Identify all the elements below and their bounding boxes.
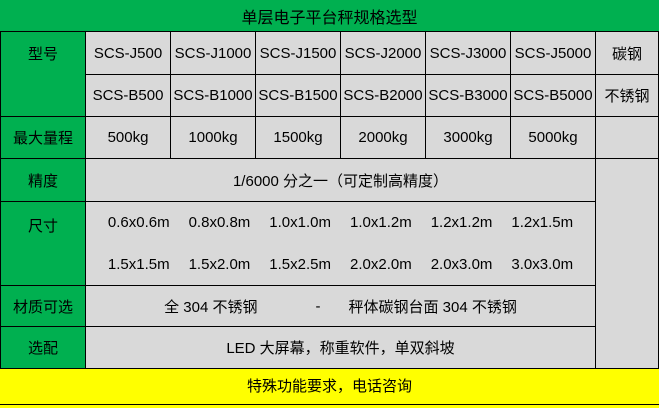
size-value: 1.5x1.5m bbox=[107, 255, 170, 273]
model-j-cell: SCS-J1500 bbox=[256, 32, 341, 75]
capacity-cell: 2000kg bbox=[341, 117, 426, 159]
row-label-capacity: 最大量程 bbox=[1, 117, 86, 159]
row-label-size-text: 尺寸 bbox=[27, 218, 58, 235]
model-b-cell: SCS-B500 bbox=[86, 75, 171, 117]
model-b-cell: SCS-B5000 bbox=[511, 75, 596, 117]
empty-merged-cell bbox=[596, 159, 659, 369]
model-j-material-cell: 碳钢 bbox=[596, 32, 659, 75]
size-value: 1.2x1.5m bbox=[511, 214, 574, 232]
size-value: 0.8x0.8m bbox=[188, 214, 251, 232]
capacity-cell: 500kg bbox=[86, 117, 171, 159]
size-value: 2.0x3.0m bbox=[430, 255, 493, 273]
model-b-cell: SCS-B1500 bbox=[256, 75, 341, 117]
row-label-optional: 选配 bbox=[1, 327, 86, 369]
capacity-cell: 1500kg bbox=[256, 117, 341, 159]
row-label-precision-text: 精度 bbox=[27, 172, 58, 190]
model-j-cell: SCS-J1000 bbox=[171, 32, 256, 75]
size-line-2: 1.5x1.5m 1.5x2.0m 1.5x2.5m 2.0x2.0m 2.0x… bbox=[108, 244, 573, 286]
row-label-model-text: 型号 bbox=[27, 46, 58, 63]
material-separator: - bbox=[315, 297, 321, 315]
row-label-optional-text: 选配 bbox=[27, 340, 58, 357]
size-value: 1.5x2.5m bbox=[269, 255, 331, 273]
title-bar: 单层电子平台秤规格选型 bbox=[0, 0, 659, 31]
size-line-1: 0.6x0.6m 0.8x0.8m 1.0x1.0m 1.0x1.2m 1.2x… bbox=[108, 202, 573, 244]
capacity-cell: 5000kg bbox=[511, 117, 596, 159]
row-label-material-text: 材质可选 bbox=[12, 298, 73, 316]
size-value: 0.6x0.6m bbox=[107, 214, 170, 232]
optional-cell: LED 大屏幕，称重软件，单双斜坡 bbox=[86, 327, 596, 369]
model-j-cell: SCS-J2000 bbox=[341, 32, 426, 75]
model-j-cell: SCS-J5000 bbox=[511, 32, 596, 75]
row-label-size: 尺寸 bbox=[1, 202, 86, 286]
spec-table: 型号 SCS-J500 SCS-J1000 SCS-J1500 SCS-J200… bbox=[0, 31, 659, 369]
row-label-capacity-text: 最大量程 bbox=[12, 130, 73, 147]
material-cell: 全 304 不锈钢 - 秤体碳钢台面 304 不锈钢 bbox=[86, 286, 596, 327]
size-value: 1.0x1.0m bbox=[269, 214, 331, 232]
empty-cell bbox=[596, 117, 659, 159]
precision-cell: 1/6000 分之一（可定制高精度） bbox=[86, 159, 596, 202]
model-b-material-cell: 不锈钢 bbox=[596, 75, 659, 117]
footer-bar: 特殊功能要求，电话咨询 bbox=[0, 369, 659, 408]
model-b-cell: SCS-B1000 bbox=[171, 75, 256, 117]
model-j-cell: SCS-J500 bbox=[86, 32, 171, 75]
model-j-cell: SCS-J3000 bbox=[426, 32, 511, 75]
model-b-cell: SCS-B3000 bbox=[426, 75, 511, 117]
row-label-model: 型号 bbox=[1, 32, 86, 117]
capacity-cell: 1000kg bbox=[171, 117, 256, 159]
page-title: 单层电子平台秤规格选型 bbox=[241, 9, 418, 27]
material-option-2: 秤体碳钢台面 304 不锈钢 bbox=[348, 298, 517, 316]
size-value: 1.2x1.2m bbox=[430, 214, 493, 232]
capacity-cell: 3000kg bbox=[426, 117, 511, 159]
material-option-1: 全 304 不锈钢 bbox=[164, 298, 258, 316]
row-label-precision: 精度 bbox=[1, 159, 86, 202]
footer-text: 特殊功能要求，电话咨询 bbox=[246, 378, 412, 395]
size-value: 2.0x2.0m bbox=[350, 255, 412, 273]
size-value: 3.0x3.0m bbox=[511, 255, 574, 273]
model-b-cell: SCS-B2000 bbox=[341, 75, 426, 117]
row-label-material: 材质可选 bbox=[1, 286, 86, 327]
footer-gridline bbox=[0, 404, 659, 405]
size-cell: 0.6x0.6m 0.8x0.8m 1.0x1.0m 1.0x1.2m 1.2x… bbox=[86, 202, 596, 286]
size-value: 1.5x2.0m bbox=[188, 255, 251, 273]
size-value: 1.0x1.2m bbox=[350, 214, 412, 232]
